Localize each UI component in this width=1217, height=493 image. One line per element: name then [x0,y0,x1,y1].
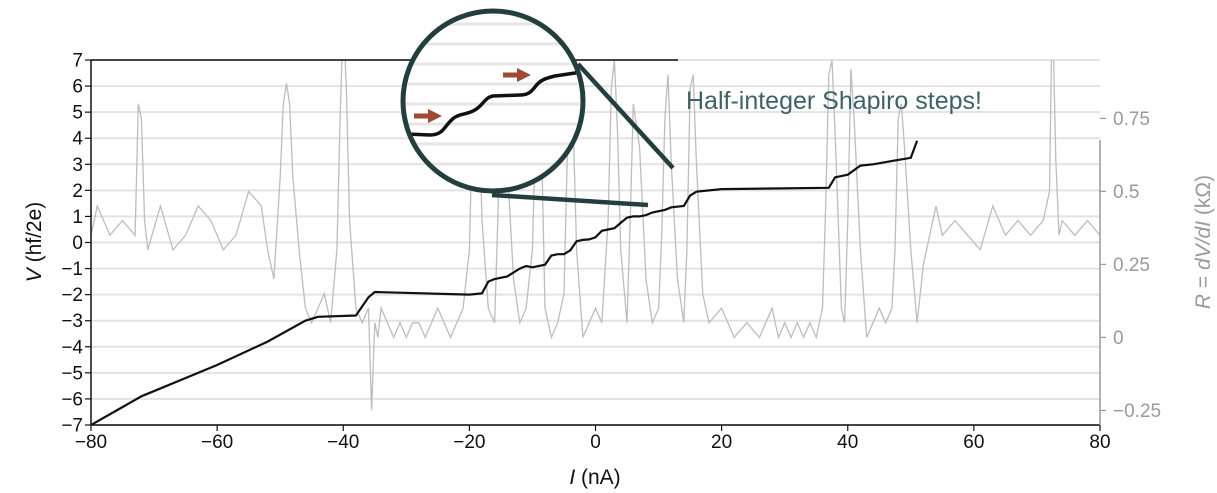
x-tick-label: 20 [711,432,732,453]
y2-tick-label: 0.25 [1113,255,1150,276]
x-tick-label: 80 [1089,432,1110,453]
magnifier-zoomed-curve [404,68,583,137]
voltage-series-line [91,140,919,425]
y-axis-title: V (hf/2e) [23,202,46,283]
y2-tick-label: 0.5 [1113,182,1139,203]
x-tick-label: −80 [75,432,107,453]
x-axis-title: I (nA) [569,466,620,489]
annotation-text: Half-integer Shapiro steps! [686,87,982,115]
x-tick-label: 60 [963,432,984,453]
y-axis-ticks: −7 −6 −5 −4 −3 −2 −1 0 1 2 3 4 5 6 7 [61,51,91,437]
arrow-icon [503,68,531,82]
y2-tick-label: 0.75 [1113,109,1150,130]
y2-axis-ticks: −0.25 0 0.25 0.5 0.75 [1100,109,1161,422]
x-tick-label: −20 [453,432,485,453]
y-tick-label: −3 [61,311,83,332]
arrow-icon [414,109,442,123]
resistance-series-line [91,60,1100,411]
plot-area [91,60,1100,425]
y-tick-label: 7 [72,51,83,72]
y2-axis-title: R = dV/dI (kΩ) [1192,175,1215,309]
magnifier-pointer-line-upper [576,62,675,170]
y-tick-label: −1 [61,259,83,280]
y-tick-label: 4 [72,129,83,150]
y-tick-label: −5 [61,363,83,384]
y-tick-label: 1 [72,207,83,228]
y-tick-label: −4 [61,337,83,358]
y-tick-label: 5 [72,103,83,124]
y-tick-label: −2 [61,285,83,306]
magnifier-inset [400,8,586,194]
y2-tick-label: −0.25 [1113,401,1161,422]
magnifier-pointer-line-lower [491,192,649,208]
y2-tick-label: 0 [1113,328,1124,349]
y-tick-label: 6 [72,77,83,98]
x-tick-label: 40 [837,432,858,453]
x-axis-ticks: −80 −60 −40 −20 0 20 40 60 80 [75,425,1111,453]
y-tick-label: 0 [72,233,83,254]
y-tick-label: 3 [72,155,83,176]
x-tick-label: 0 [590,432,601,453]
y-tick-label: −6 [61,389,83,410]
y-tick-label: −7 [61,416,83,437]
y-tick-label: 2 [72,181,83,202]
x-tick-label: −60 [201,432,233,453]
x-tick-label: −40 [327,432,359,453]
